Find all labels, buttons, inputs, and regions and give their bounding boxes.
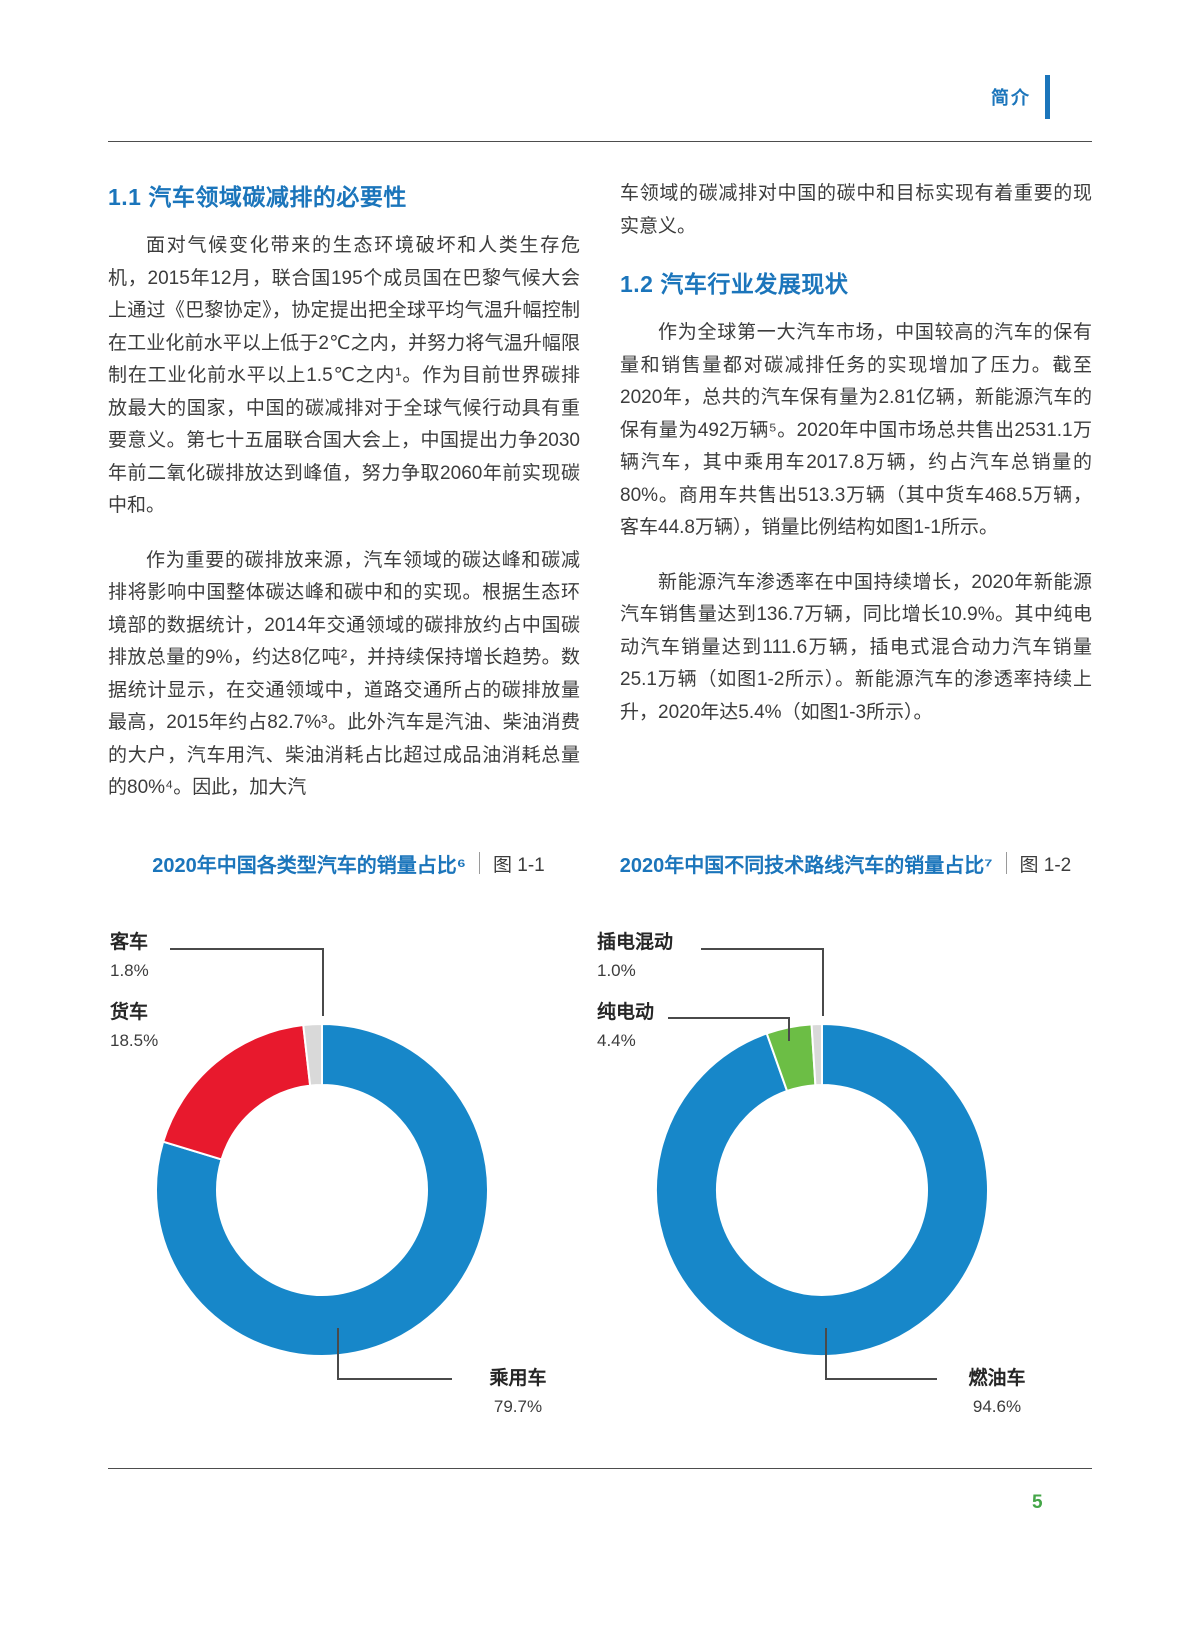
segment-label: 燃油车 [968, 1368, 1026, 1389]
leader-line [337, 1328, 339, 1379]
leader-line [322, 948, 324, 1016]
figure-1-1: 2020年中国各类型汽车的销量占比⁶ 图 1-1 客车 1.8% 货车 18.5… [100, 845, 597, 1461]
segment-label: 插电混动 [597, 932, 674, 953]
left-column: 1.1 汽车领域碳减排的必要性 面对气候变化带来的生态环境破坏和人类生存危机，2… [108, 178, 580, 827]
charts-row: 2020年中国各类型汽车的销量占比⁶ 图 1-1 客车 1.8% 货车 18.5… [100, 845, 1100, 1461]
leader-line [170, 948, 323, 950]
right-column: 车领域的碳减排对中国的碳中和目标实现有着重要的现实意义。 1.2 汽车行业发展现… [620, 178, 1092, 827]
label-ranyouche: 燃油车 94.6% [927, 1363, 1067, 1417]
figure-1-1-body: 客车 1.8% 货车 18.5% 乘用车 79.7% [100, 901, 597, 1461]
donut-segment-乘用车 [155, 1022, 489, 1357]
segment-value: 79.7% [493, 1397, 543, 1416]
label-chundiandong: 纯电动 4.4% [597, 997, 654, 1051]
leader-line [788, 1017, 790, 1041]
chart-title: 2020年中国不同技术路线汽车的销量占比⁷ [619, 854, 993, 877]
label-chadianhundong: 插电混动 1.0% [597, 927, 673, 981]
label-huoche: 货车 18.5% [110, 997, 158, 1051]
donut-segment-燃油车 [655, 1022, 989, 1357]
donut-segment-货车 [161, 1023, 312, 1161]
section-1-1-title: 1.1 汽车领域碳减排的必要性 [108, 184, 407, 210]
segment-value: 94.6% [972, 1397, 1022, 1416]
figure-number-label: 图 1-2 [1019, 854, 1072, 876]
section-1-2-title: 1.2 汽车行业发展现状 [620, 271, 849, 297]
segment-value: 4.4% [597, 1031, 636, 1050]
page-number: 5 [1032, 1492, 1043, 1513]
donut-segment-客车 [302, 1022, 323, 1087]
bottom-divider [108, 1468, 1092, 1469]
leader-line [701, 948, 823, 950]
segment-label: 纯电动 [597, 1002, 655, 1023]
header-accent-bar [1045, 75, 1050, 119]
chart-title: 2020年中国各类型汽车的销量占比⁶ [152, 854, 466, 877]
figure-1-2: 2020年中国不同技术路线汽车的销量占比⁷ 图 1-2 插电混动 1.0% 纯电… [597, 845, 1094, 1461]
segment-label: 客车 [110, 932, 149, 953]
section-1-1-paragraph-2-continued: 车领域的碳减排对中国的碳中和目标实现有着重要的现实意义。 [620, 183, 1092, 237]
title-separator [478, 852, 480, 874]
leader-line [825, 1328, 827, 1379]
leader-line [825, 1378, 937, 1380]
donut-chart-powertrain-types [655, 1022, 989, 1357]
leader-line [337, 1378, 452, 1380]
leader-line [822, 948, 824, 1016]
label-chengyongche: 乘用车 79.7% [448, 1363, 588, 1417]
section-1-1-paragraph-1: 面对气候变化带来的生态环境破坏和人类生存危机，2015年12月，联合国195个成… [108, 235, 580, 516]
section-1-2-paragraph-1: 作为全球第一大汽车市场，中国较高的汽车的保有量和销售量都对碳减排任务的实现增加了… [620, 322, 1092, 538]
page-header-label: 简介 [991, 88, 1031, 108]
figure-1-2-body: 插电混动 1.0% 纯电动 4.4% 燃油车 94.6% [597, 901, 1094, 1461]
leader-line [668, 1017, 789, 1019]
label-keche: 客车 1.8% [110, 927, 149, 981]
top-divider [108, 141, 1092, 142]
section-1-2-paragraph-2: 新能源汽车渗透率在中国持续增长，2020年新能源汽车销售量达到136.7万辆，同… [620, 571, 1092, 723]
figure-1-2-title-row: 2020年中国不同技术路线汽车的销量占比⁷ 图 1-2 [597, 845, 1094, 881]
donut-segment-插电混动 [810, 1022, 823, 1087]
figure-number-label: 图 1-1 [492, 854, 545, 876]
donut-chart-vehicle-types [155, 1022, 489, 1357]
segment-value: 18.5% [110, 1031, 159, 1050]
page-header: 简介 [991, 75, 1050, 119]
segment-label: 货车 [110, 1002, 149, 1023]
segment-label: 乘用车 [489, 1368, 547, 1389]
segment-value: 1.8% [110, 961, 149, 980]
body-columns: 1.1 汽车领域碳减排的必要性 面对气候变化带来的生态环境破坏和人类生存危机，2… [108, 178, 1092, 827]
title-separator [1005, 852, 1007, 874]
segment-value: 1.0% [597, 961, 636, 980]
figure-1-1-title-row: 2020年中国各类型汽车的销量占比⁶ 图 1-1 [100, 845, 597, 881]
section-1-1-paragraph-2: 作为重要的碳排放来源，汽车领域的碳达峰和碳减排将影响中国整体碳达峰和碳中和的实现… [108, 549, 580, 799]
